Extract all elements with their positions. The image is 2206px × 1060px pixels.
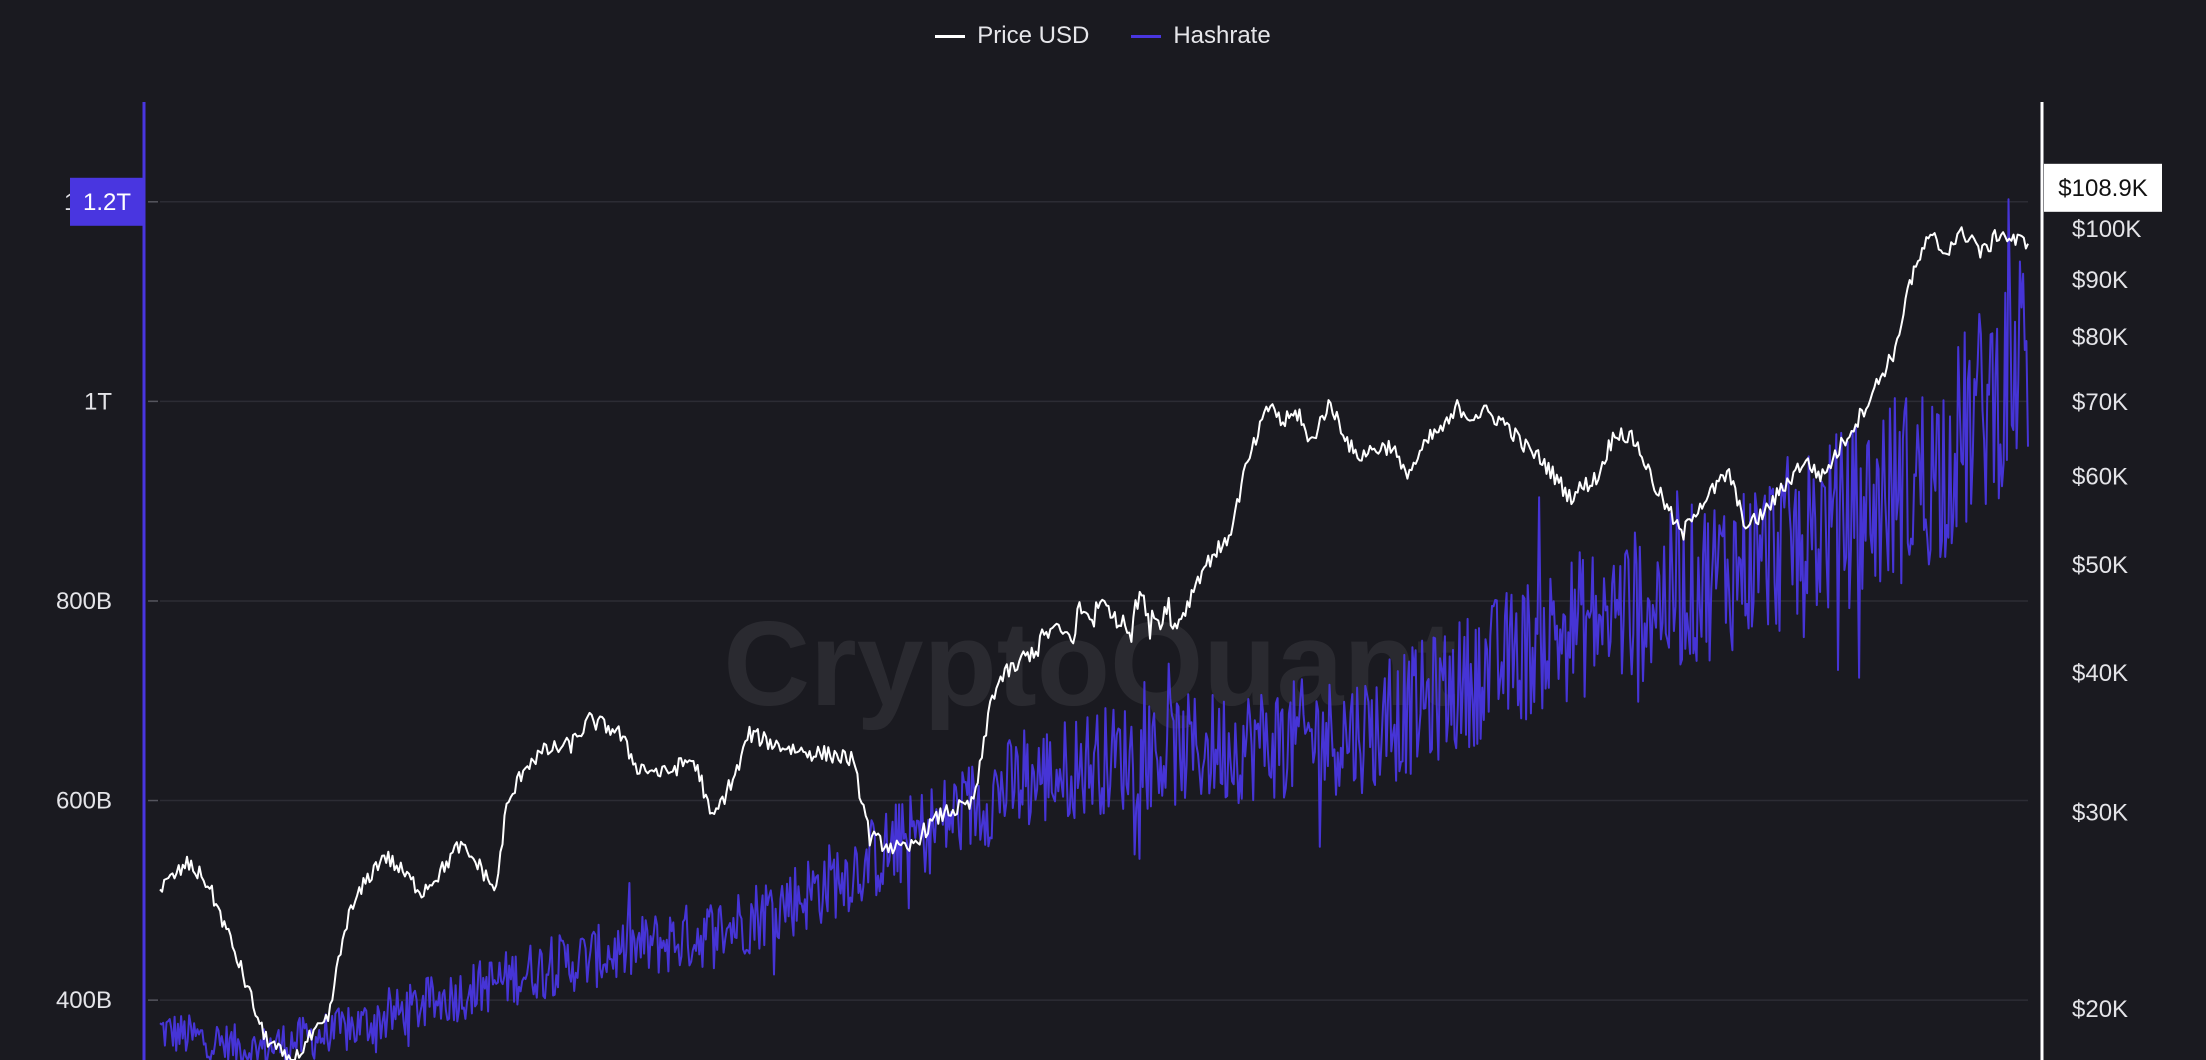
left-axis-tick-label: 400B xyxy=(56,987,112,1014)
left-axis-current-label: 1.2T xyxy=(83,189,131,216)
right-axis-tick-label: $20K xyxy=(2072,996,2128,1023)
left-axis-tick-label: 600B xyxy=(56,788,112,815)
left-axis-tick-label: 1T xyxy=(84,388,112,415)
right-axis-current-label: $108.9K xyxy=(2058,175,2147,202)
right-axis-tick-label: $80K xyxy=(2072,324,2128,351)
right-axis-tick-label: $70K xyxy=(2072,389,2128,416)
price-series xyxy=(159,226,2029,1060)
legend-label-hashrate: Hashrate xyxy=(1173,22,1271,49)
right-axis-tick-label: $90K xyxy=(2072,267,2128,294)
legend-item-hashrate[interactable]: Hashrate xyxy=(1131,22,1271,50)
legend-item-price[interactable]: Price USD xyxy=(935,22,1089,50)
left-axis-tick-label: 800B xyxy=(56,588,112,615)
price-line xyxy=(159,226,2029,1060)
watermark: CryptoQuant xyxy=(723,597,1456,731)
right-axis-tick-label: $100K xyxy=(2072,216,2141,243)
right-axis-tick-label: $60K xyxy=(2072,464,2128,491)
right-axis-tick-label: $50K xyxy=(2072,552,2128,579)
legend-label-price: Price USD xyxy=(977,22,1090,49)
grid-lines xyxy=(160,201,2028,1001)
left-axis-current-badge xyxy=(70,177,144,226)
right-axis-current-badge xyxy=(2044,163,2162,212)
hashrate-line xyxy=(159,198,2029,1060)
chart-legend: Price USD Hashrate xyxy=(0,22,2206,50)
right-axis-tick-label: $40K xyxy=(2072,660,2128,687)
hashrate-series xyxy=(159,198,2029,1060)
right-axis: $20K $30K $40K $50K $60K $70K $80K $90K $100K $10… xyxy=(2040,102,2162,1060)
right-axis-tick-label: $30K xyxy=(2072,799,2128,826)
legend-swatch-hashrate xyxy=(1131,34,1162,38)
legend-swatch-price xyxy=(935,34,966,38)
